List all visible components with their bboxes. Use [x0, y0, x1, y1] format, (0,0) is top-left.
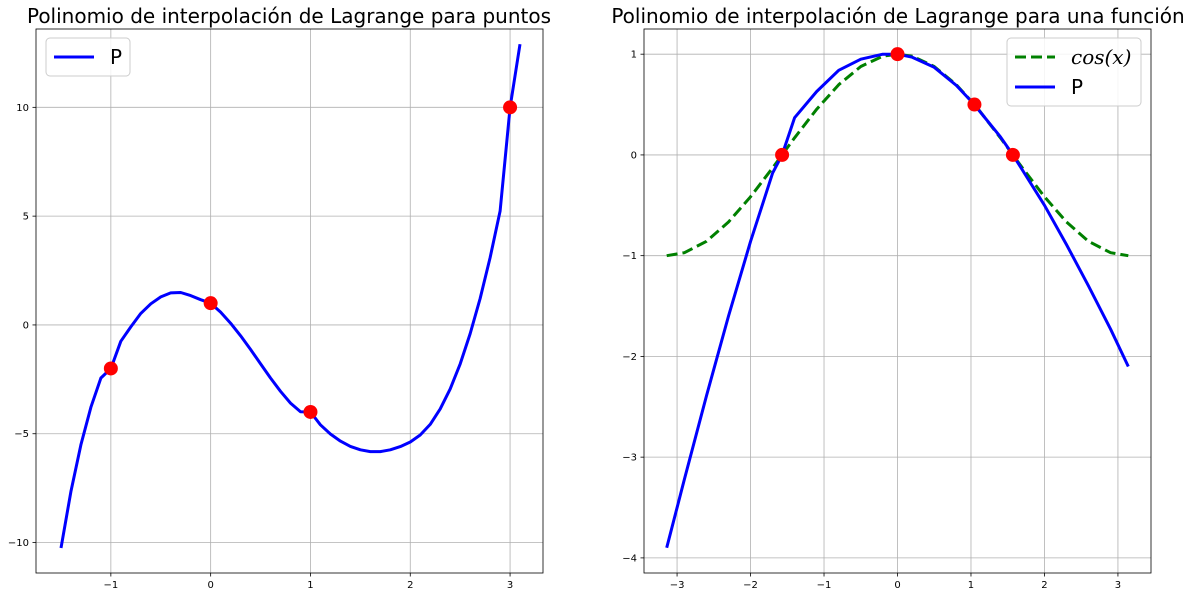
interpolation-point: [103, 361, 118, 376]
interpolation-point: [775, 147, 790, 162]
y-tick-label: 5: [23, 212, 29, 223]
y-tick-label: −1: [622, 251, 637, 262]
x-tick-label: 1: [968, 580, 974, 591]
interpolation-point: [967, 97, 982, 112]
y-tick-label: 1: [631, 50, 637, 61]
left-plot-title: Polinomio de interpolación de Lagrange p…: [27, 4, 551, 28]
y-tick-label: −10: [8, 538, 29, 549]
right-plot-title: Polinomio de interpolación de Lagrange p…: [611, 4, 1184, 28]
y-tick-label: 0: [23, 320, 29, 331]
legend-label: P: [1071, 75, 1083, 99]
x-tick-label: −2: [743, 580, 758, 591]
x-tick-label: 3: [507, 580, 513, 591]
axes-frame: [643, 28, 1152, 574]
x-tick-label: −1: [103, 580, 118, 591]
x-tick-label: 3: [1115, 580, 1121, 591]
legend: cos(x) P: [1006, 37, 1142, 107]
y-tick-label: 0: [631, 150, 637, 161]
axes-frame: [35, 28, 544, 574]
x-tick-label: 2: [407, 580, 413, 591]
x-tick-label: −1: [817, 580, 832, 591]
x-tick-label: 0: [207, 580, 213, 591]
x-tick-label: 0: [894, 580, 900, 591]
right-plot: Polinomio de interpolación de Lagrange p…: [611, 4, 1184, 591]
interpolation-point: [1005, 147, 1020, 162]
y-tick-label: −5: [14, 429, 29, 440]
legend-label: P: [110, 45, 122, 69]
interpolation-point: [890, 47, 905, 62]
x-tick-label: 2: [1041, 580, 1047, 591]
y-tick-label: −2: [622, 352, 637, 363]
left-plot: Polinomio de interpolación de Lagrange p…: [8, 4, 551, 591]
y-tick-label: −4: [622, 553, 637, 564]
y-tick-label: −3: [622, 453, 637, 464]
interpolation-point: [203, 296, 218, 311]
series-line-p: [59, 43, 522, 549]
series-line-p: [665, 52, 1130, 549]
legend: P: [45, 37, 131, 77]
legend-label: cos(x): [1071, 45, 1131, 69]
interpolation-point: [503, 100, 518, 115]
x-tick-label: 1: [307, 580, 313, 591]
interpolation-point: [303, 404, 318, 419]
x-tick-label: −3: [670, 580, 685, 591]
y-tick-label: 10: [16, 103, 29, 114]
